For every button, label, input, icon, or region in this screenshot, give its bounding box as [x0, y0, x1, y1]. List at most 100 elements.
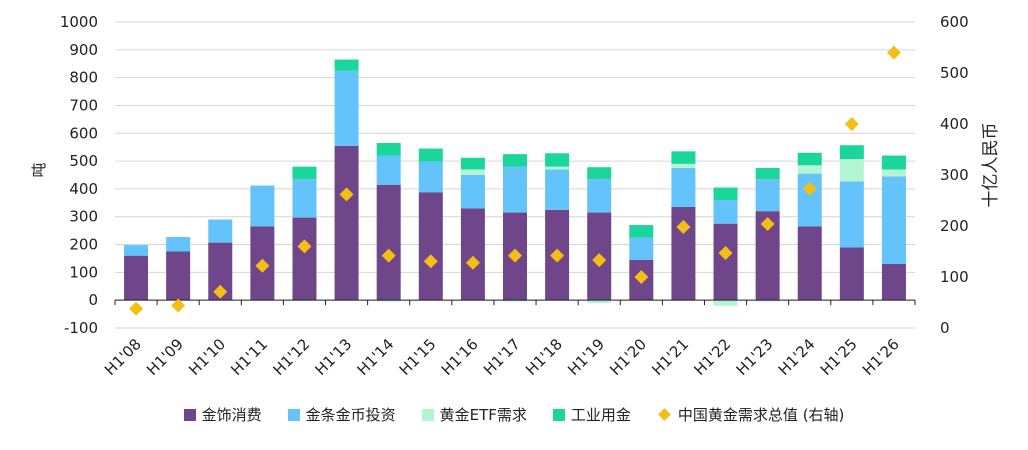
bar-segment: [124, 255, 149, 301]
y-tick-label: 600: [69, 124, 98, 142]
y2-tick-label: 0: [940, 319, 950, 337]
legend-swatch: [421, 408, 434, 421]
bar-segment: [713, 223, 738, 301]
bar-segment: [292, 179, 317, 218]
legend-label: 中国黄金需求总值 (右轴): [677, 406, 845, 424]
bar-segment: [587, 167, 612, 180]
bar-segment: [797, 226, 822, 301]
total-demand-point: [423, 254, 438, 269]
total-demand-point: [213, 284, 228, 299]
legend-item: 金条金币投资: [287, 404, 396, 425]
y2-tick-label: 500: [940, 64, 969, 82]
x-tick-label: H1'16: [438, 335, 482, 379]
x-tick-label: H1'18: [522, 335, 566, 379]
bar-segment: [881, 264, 906, 301]
x-tick-label: H1'22: [690, 335, 734, 379]
x-tick-label: H1'12: [269, 335, 313, 379]
legend-item: 金饰消费: [183, 404, 262, 425]
total-demand-point: [339, 187, 354, 202]
y-tick-label: 700: [69, 96, 98, 114]
bar-segment: [460, 208, 485, 301]
bar-segment: [755, 179, 780, 212]
legend-label: 黄金ETF需求: [439, 406, 527, 424]
x-tick-label: H1'25: [817, 335, 861, 379]
total-demand-point: [718, 246, 733, 261]
total-demand-point: [592, 253, 607, 268]
bar-segment: [839, 145, 864, 160]
bar-segment: [713, 300, 738, 306]
bar-segment: [208, 219, 233, 243]
bar-segment: [755, 300, 780, 302]
total-demand-point: [465, 255, 480, 270]
legend-swatch: [552, 408, 565, 421]
bar-segment: [166, 237, 191, 252]
bar-segment: [124, 245, 149, 256]
x-tick-label: H1'19: [564, 335, 608, 379]
bar-segment: [671, 163, 696, 169]
bar-segment: [713, 200, 738, 224]
y2-tick-label: 600: [940, 13, 969, 31]
x-tick-label: H1'09: [143, 335, 187, 379]
bar-segment: [587, 179, 612, 213]
bar-segment: [545, 153, 570, 167]
bar-segment: [503, 154, 527, 167]
bar-segment: [671, 168, 696, 207]
x-tick-label: H1'21: [648, 335, 692, 379]
bar-segment: [460, 175, 485, 209]
y-tick-label: 100: [69, 263, 98, 281]
bar-segment: [418, 148, 443, 162]
bar-segment: [460, 169, 485, 175]
y2-tick-label: 400: [940, 115, 969, 133]
bar-segment: [250, 185, 275, 227]
legend-item: 黄金ETF需求: [421, 404, 527, 425]
bar-segment: [797, 165, 822, 174]
bar-segment: [587, 300, 612, 303]
bar-segment: [545, 169, 570, 210]
bar-segment: [376, 184, 401, 301]
bar-segment: [881, 169, 906, 177]
x-tick-label: H1'08: [101, 335, 145, 379]
legend-label: 金饰消费: [201, 406, 262, 424]
chart-canvas: -100 0 100 200 300 400 500 600 700 800 900 1000 0 100…: [30, 13, 1001, 379]
x-tick-label: H1'17: [480, 335, 524, 379]
bar-segment: [797, 152, 822, 166]
total-demand-point: [760, 216, 775, 231]
x-tick-label: H1'11: [227, 335, 271, 379]
total-demand-point: [844, 117, 859, 131]
total-demand-point: [255, 258, 270, 273]
total-demand-point: [297, 239, 312, 254]
x-tick-label: H1'20: [606, 335, 650, 379]
bar-segment: [376, 155, 401, 185]
y-tick-label: 500: [69, 152, 98, 170]
total-demand-point: [676, 220, 691, 235]
x-tick-label: H1'23: [733, 335, 777, 379]
legend-diamond-marker: [658, 408, 671, 421]
bar-segment: [460, 157, 485, 170]
y-tick-label: 200: [69, 236, 98, 254]
bar-segment: [334, 70, 359, 146]
y-tick-label: 900: [69, 41, 98, 59]
y2-tick-label: 100: [940, 268, 969, 286]
y-tick-label: -100: [64, 319, 98, 337]
legend: 金饰消费 金条金币投资 黄金ETF需求 工业用金 中国黄金需求总值 (右轴): [0, 404, 1028, 425]
y2-tick-label: 300: [940, 166, 969, 184]
bar-segment: [166, 251, 191, 301]
y-tick-label: 1000: [60, 13, 98, 31]
bar-segment: [292, 166, 317, 180]
y2-tick-label: 200: [940, 217, 969, 235]
y-tick-label: 300: [69, 208, 98, 226]
legend-item: 中国黄金需求总值 (右轴): [657, 404, 844, 425]
bar-segment: [418, 192, 443, 301]
x-tick-label: H1'13: [312, 335, 356, 379]
bar-segment: [292, 217, 317, 301]
legend-label: 金条金币投资: [305, 406, 396, 424]
total-demand-point: [508, 248, 522, 263]
x-tick-label: H1'10: [185, 335, 229, 379]
total-demand-point: [886, 45, 901, 60]
total-demand-point: [171, 298, 186, 313]
bar-segment: [839, 247, 864, 301]
y-axis-title: 吨: [30, 162, 48, 177]
total-demand-point: [634, 270, 649, 284]
total-demand-point: [550, 248, 565, 263]
